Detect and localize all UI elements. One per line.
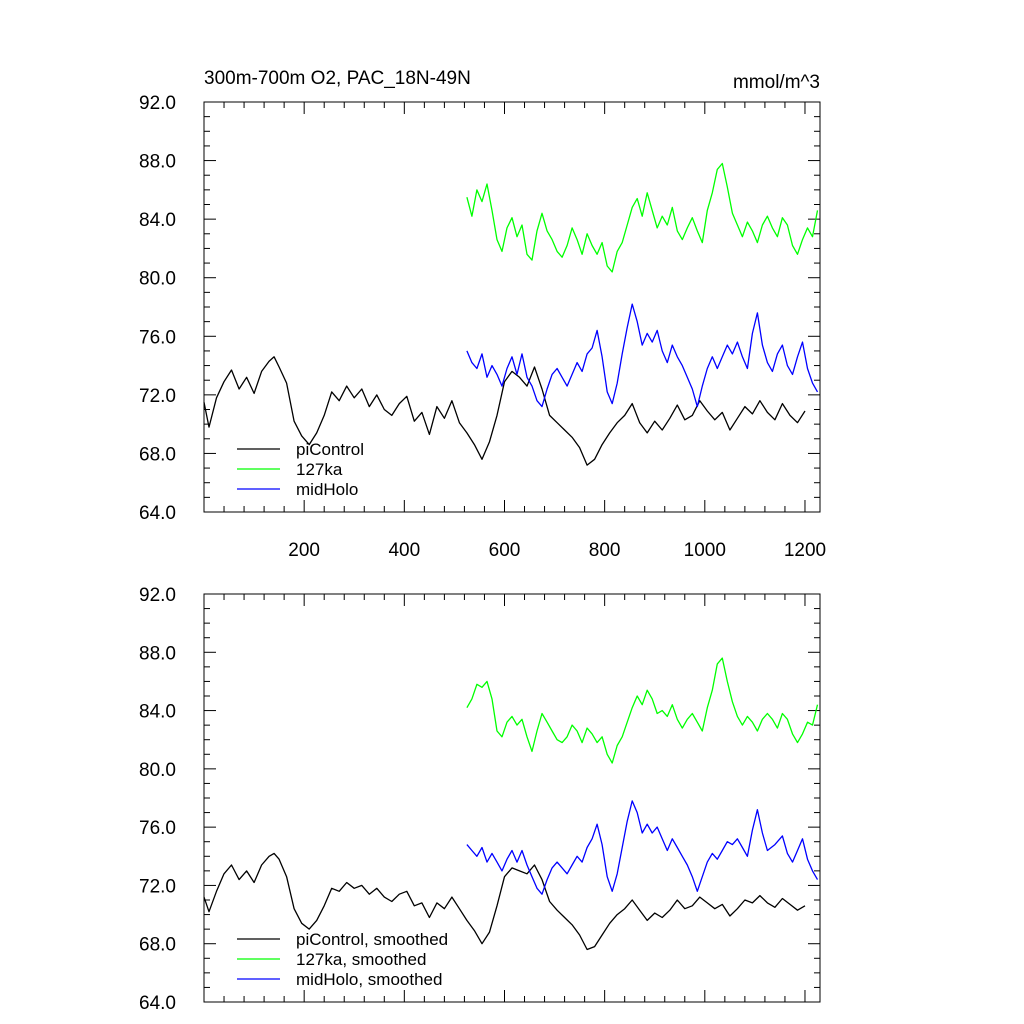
y-tick-label: 84.0 <box>139 702 176 723</box>
bottom-panel: 64.0 68.0 72.0 76.0 80.0 84.0 88.0 92.0 piContro… <box>139 585 821 1014</box>
units-label: mmol/m^3 <box>733 72 820 93</box>
series-line-picontrol-smoothed <box>203 852 806 951</box>
x-tick-label: 1000 <box>684 540 726 561</box>
series-line-midholo-smoothed <box>466 800 819 895</box>
y-tick-label: 68.0 <box>139 935 176 956</box>
legend-label: 127ka, smoothed <box>296 950 426 969</box>
y-tick-label: 68.0 <box>139 444 176 465</box>
series-line-picontrol <box>203 356 806 466</box>
y-tick-label: 64.0 <box>139 993 176 1014</box>
y-tick-label: 92.0 <box>139 585 176 606</box>
x-tick-label: 200 <box>288 540 320 561</box>
top-panel: 64.0 68.0 72.0 76.0 80.0 84.0 88.0 92.0 200 400 60… <box>139 93 826 561</box>
y-tick-label: 76.0 <box>139 327 176 348</box>
y-tick-label: 72.0 <box>139 876 176 897</box>
legend-label: midHolo, smoothed <box>296 970 442 989</box>
legend-label: 127ka <box>296 460 343 479</box>
x-tick-label: 400 <box>388 540 420 561</box>
y-tick-label: 88.0 <box>139 152 176 173</box>
x-tick-label: 600 <box>489 540 521 561</box>
legend-label: piControl, smoothed <box>296 930 448 949</box>
y-tick-label: 76.0 <box>139 818 176 839</box>
y-tick-label: 80.0 <box>139 269 176 290</box>
y-tick-label: 92.0 <box>139 93 176 114</box>
series-line-midholo <box>466 303 819 408</box>
series-line-127ka <box>466 162 819 273</box>
series-line-127ka-smoothed <box>466 657 819 764</box>
x-tick-label: 800 <box>589 540 621 561</box>
chart-title: 300m-700m O2, PAC_18N-49N <box>204 68 471 89</box>
legend-label: midHolo <box>296 480 358 499</box>
y-tick-label: 88.0 <box>139 643 176 664</box>
x-tick-label: 1200 <box>784 540 826 561</box>
y-tick-label: 80.0 <box>139 760 176 781</box>
legend-label: piControl <box>296 440 364 459</box>
y-tick-label: 64.0 <box>139 503 176 524</box>
y-tick-label: 84.0 <box>139 210 176 231</box>
y-tick-label: 72.0 <box>139 386 176 407</box>
